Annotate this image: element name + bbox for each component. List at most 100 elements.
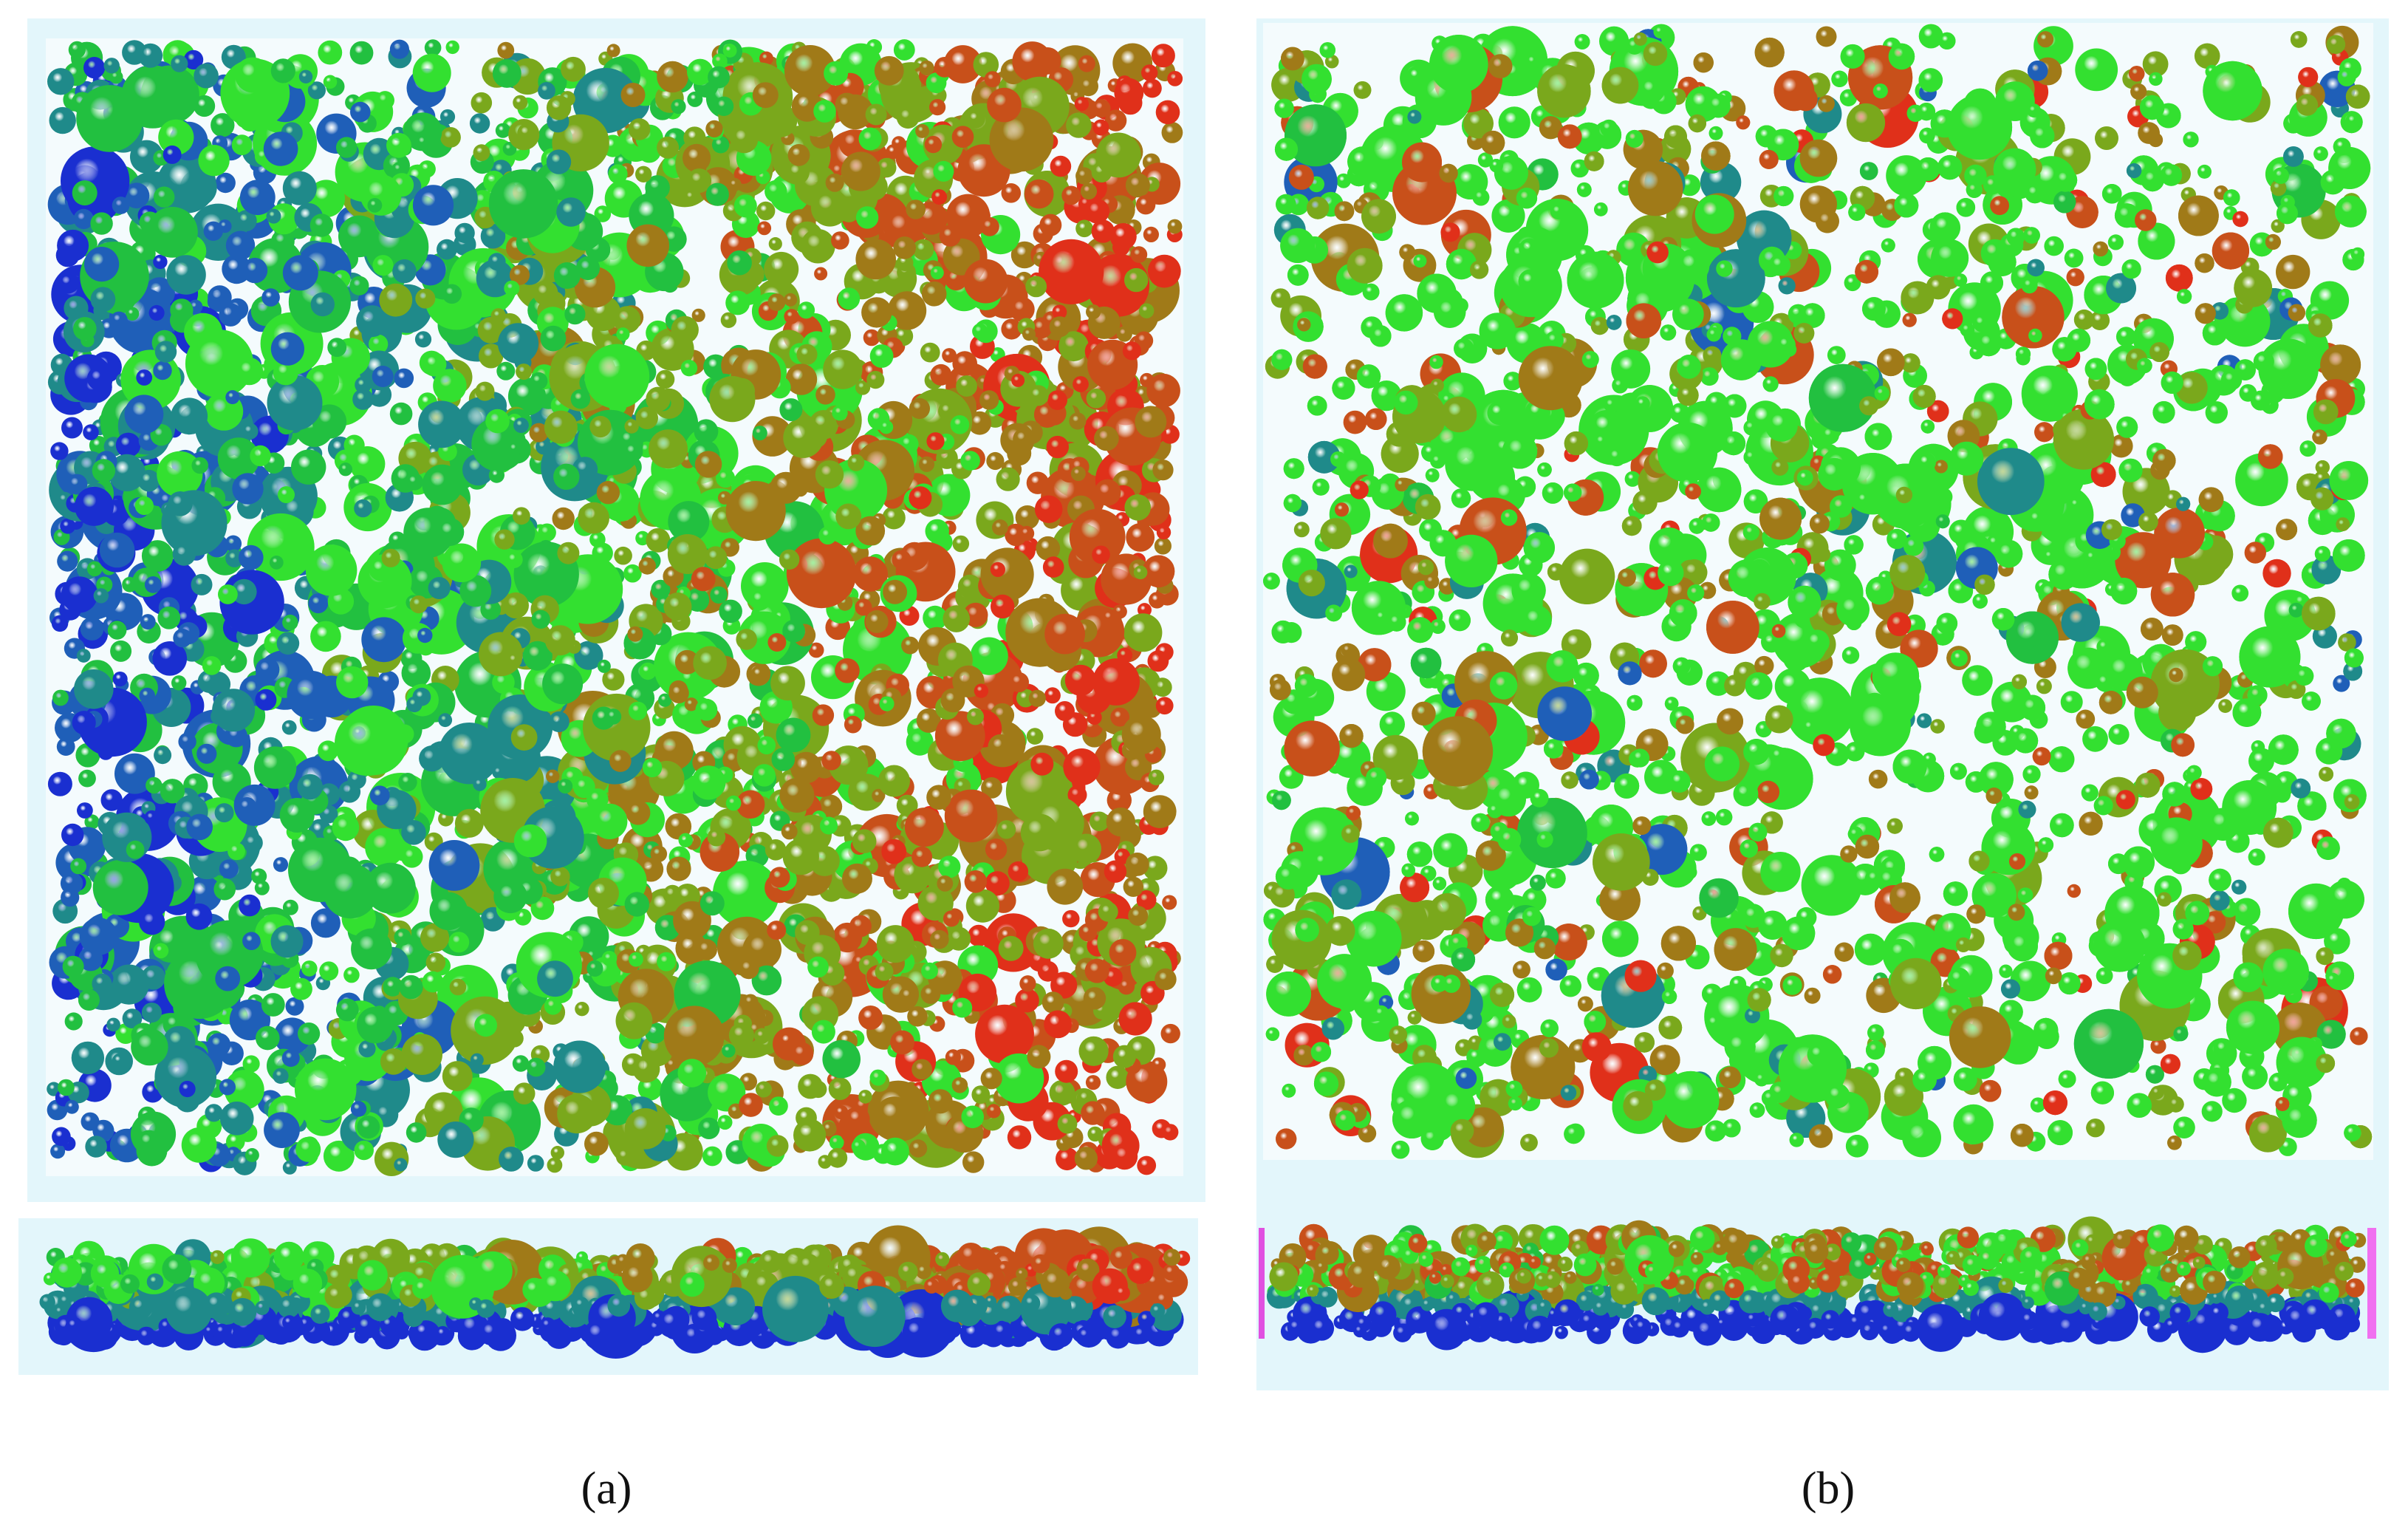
particle — [728, 177, 742, 191]
particle — [485, 409, 510, 434]
particle — [926, 432, 945, 451]
particle — [655, 369, 675, 389]
particle — [290, 977, 312, 1000]
particle — [815, 460, 844, 489]
particle — [943, 910, 960, 927]
particle — [73, 317, 97, 341]
particle — [436, 518, 465, 546]
particle — [475, 381, 495, 401]
particle — [112, 1053, 127, 1068]
particle — [838, 287, 861, 310]
particle — [935, 1252, 950, 1267]
particle — [879, 420, 894, 434]
particle — [60, 518, 76, 534]
particle — [282, 614, 298, 631]
particle — [865, 610, 889, 633]
particle — [488, 169, 558, 239]
particle — [680, 1272, 705, 1297]
particle — [1019, 525, 1035, 542]
particle — [266, 208, 281, 224]
particle — [720, 312, 737, 328]
particle — [1094, 479, 1121, 506]
particle — [1040, 1267, 1070, 1298]
particle — [921, 962, 938, 980]
particle — [78, 989, 100, 1011]
particle — [279, 798, 315, 833]
particle — [764, 251, 799, 287]
particle — [1163, 1263, 1180, 1281]
particle — [282, 171, 317, 205]
particle — [708, 1073, 746, 1112]
particle — [1151, 44, 1175, 68]
particle — [298, 69, 313, 84]
particle — [750, 666, 768, 683]
particle — [293, 1269, 323, 1298]
particle — [198, 145, 230, 177]
particle — [911, 1059, 932, 1080]
particle — [1167, 71, 1183, 86]
particle — [841, 151, 880, 191]
particle — [138, 43, 163, 68]
particle — [375, 91, 394, 110]
particle — [394, 1158, 408, 1172]
particle — [474, 1014, 497, 1037]
particle — [490, 308, 506, 324]
particle — [239, 894, 261, 917]
particle — [952, 997, 973, 1018]
particle — [144, 576, 162, 593]
particle — [546, 149, 572, 174]
particle — [269, 556, 284, 570]
particle — [608, 164, 628, 184]
particle — [892, 550, 911, 570]
particle — [277, 1295, 301, 1319]
particle — [1047, 390, 1067, 410]
particle — [951, 126, 974, 148]
particle — [586, 960, 603, 977]
particle — [61, 417, 83, 439]
particle — [646, 527, 671, 553]
particle — [875, 1096, 914, 1136]
particle — [586, 788, 609, 810]
particle — [469, 113, 490, 134]
particle — [1044, 687, 1061, 704]
particle — [540, 1317, 556, 1334]
particle — [437, 239, 457, 260]
particle — [866, 370, 885, 389]
particle — [544, 625, 575, 656]
particle — [988, 734, 1013, 759]
particle — [995, 1295, 1022, 1322]
particle — [261, 993, 285, 1017]
particle — [1080, 182, 1098, 200]
particle — [912, 239, 934, 261]
particle — [831, 231, 849, 250]
particle — [963, 259, 1008, 304]
particle — [822, 1039, 861, 1079]
particle — [422, 971, 444, 993]
particle — [649, 429, 688, 469]
particle — [964, 870, 988, 893]
particle — [77, 802, 93, 819]
particle — [420, 923, 450, 952]
particle — [1138, 603, 1152, 618]
particle — [414, 331, 432, 348]
particle — [985, 839, 1008, 861]
particle — [705, 182, 729, 206]
particle — [1074, 97, 1090, 112]
particle — [896, 106, 920, 129]
particle — [578, 502, 609, 534]
particle — [415, 288, 436, 309]
particle — [796, 344, 818, 365]
particle — [261, 288, 280, 307]
particle — [835, 658, 860, 683]
particle — [996, 467, 1020, 491]
particle — [1061, 185, 1081, 205]
particle — [876, 925, 914, 963]
particle — [146, 1273, 164, 1291]
particle — [691, 567, 716, 592]
particle — [615, 1254, 630, 1269]
particle — [1143, 226, 1159, 242]
particle — [472, 190, 494, 212]
particle — [782, 619, 805, 643]
particle — [663, 593, 692, 621]
particle — [429, 892, 468, 931]
